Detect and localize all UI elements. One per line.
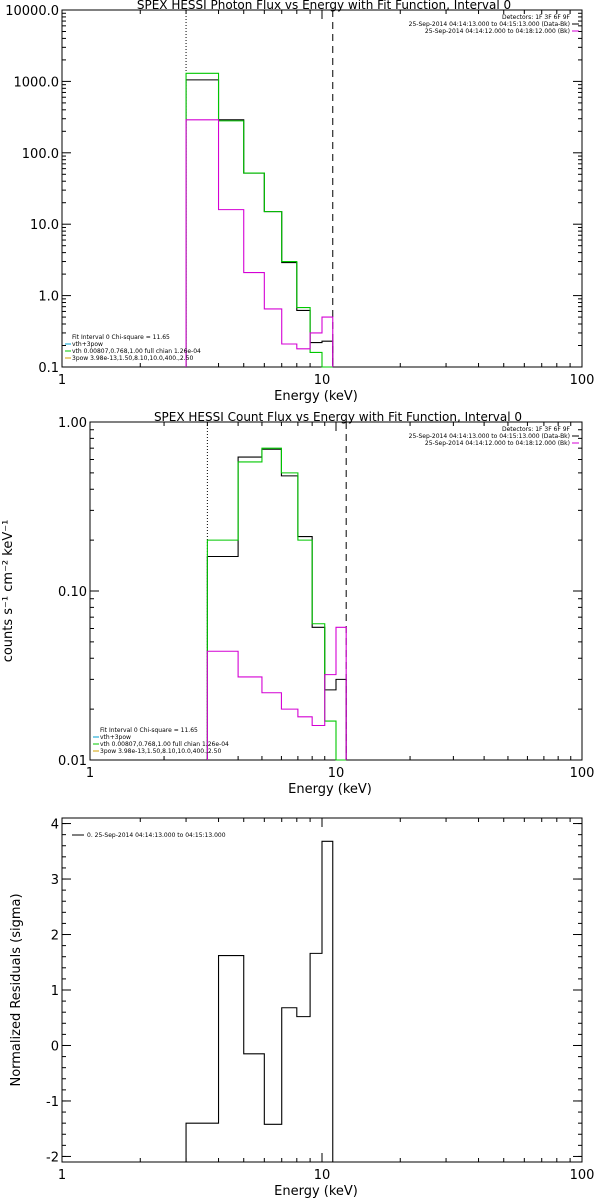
series-line-1 bbox=[185, 72, 333, 368]
y-tick-label: 1.0 bbox=[38, 290, 59, 305]
residual-legend-entry: 0. 25-Sep-2014 04:14:13.000 to 04:15:13.… bbox=[87, 832, 226, 839]
y-tick-label: 0 bbox=[51, 1039, 59, 1054]
y-tick-label: -1 bbox=[46, 1095, 59, 1110]
series-line-0 bbox=[185, 79, 334, 367]
x-tick-label: 10 bbox=[314, 1168, 331, 1183]
y-tick-label: 3 bbox=[51, 873, 59, 888]
y-tick-label: 0.10 bbox=[58, 585, 87, 600]
fit-legend-entry: vth+3pow bbox=[72, 341, 103, 348]
series-line-2 bbox=[185, 119, 334, 367]
x-tick-label: 100 bbox=[570, 373, 595, 388]
y-tick-label: 100.0 bbox=[22, 147, 59, 162]
series-line-0 bbox=[206, 448, 347, 760]
series-line-1 bbox=[206, 447, 347, 761]
fit-legend-entry: Fit Interval 0 Chi-square = 11.65 bbox=[100, 727, 198, 734]
y-tick-label: 10.0 bbox=[30, 218, 59, 233]
legend-entry: 25-Sep-2014 04:14:13.000 to 04:15:13.000… bbox=[409, 21, 570, 28]
chart-resid: 1 10 100 -2 -1 0 1 2 3 4 Energy (keV) Normalized Re… bbox=[9, 817, 595, 1199]
x-tick-label: 100 bbox=[570, 766, 595, 781]
y-tick-label: 1000.0 bbox=[14, 75, 60, 90]
x-axis-label: Energy (keV) bbox=[274, 389, 358, 404]
y-axis-label: Normalized Residuals (sigma) bbox=[9, 893, 24, 1086]
chart-title: SPEX HESSI Count Flux vs Energy with Fit… bbox=[154, 410, 522, 424]
y-tick-label: 1.00 bbox=[58, 416, 87, 431]
fit-legend-entry: vth 0.00807,0.768,1.00 full chian 1.26e-… bbox=[72, 348, 201, 355]
fit-legend-entry: vth+3pow bbox=[100, 734, 131, 741]
chart-count: SPEX HESSI Count Flux vs Energy with Fit… bbox=[1, 410, 594, 797]
chart-title: SPEX HESSI Photon Flux vs Energy with Fi… bbox=[137, 0, 511, 12]
y-tick-label: 0.1 bbox=[38, 361, 59, 376]
x-tick-label: 10 bbox=[328, 766, 345, 781]
y-tick-label: 2 bbox=[51, 929, 59, 944]
y-tick-label: 0.01 bbox=[58, 754, 87, 769]
plot-frame bbox=[61, 9, 583, 368]
chart-photon: SPEX HESSI Photon Flux vs Energy with Fi… bbox=[5, 0, 594, 404]
legend-entry: 25-Sep-2014 04:14:12.000 to 04:18:12.000… bbox=[425, 28, 570, 35]
y-tick-label: 1 bbox=[51, 984, 59, 999]
legend-entry: 25-Sep-2014 04:14:12.000 to 04:18:12.000… bbox=[425, 440, 570, 447]
x-tick-label: 1 bbox=[86, 766, 94, 781]
y-axis-label: counts s⁻¹ cm⁻² keV⁻¹ bbox=[1, 520, 16, 663]
legend-entry: Detectors: 1F 3F 6F 9F bbox=[502, 14, 571, 21]
fit-legend-entry: vth 0.00807,0.768,1.00 full chian 1.26e-… bbox=[100, 741, 229, 748]
series-line-0 bbox=[185, 840, 334, 1162]
x-tick-label: 10 bbox=[314, 373, 331, 388]
x-axis-label: Energy (keV) bbox=[288, 782, 372, 797]
y-tick-label: 10000.0 bbox=[5, 4, 59, 19]
legend-entry: 25-Sep-2014 04:14:13.000 to 04:15:13.000… bbox=[409, 433, 570, 440]
fit-legend-entry: 3pow 3.98e-13,1.50,8.10,10.0,400.,2.50 bbox=[72, 355, 193, 362]
x-tick-label: 1 bbox=[58, 1168, 66, 1183]
y-tick-label: 4 bbox=[51, 818, 59, 833]
x-axis-label: Energy (keV) bbox=[274, 1184, 358, 1199]
x-tick-label: 1 bbox=[58, 373, 66, 388]
fit-legend-entry: Fit Interval 0 Chi-square = 11.65 bbox=[72, 334, 170, 341]
legend-entry: Detectors: 1F 3F 6F 9F bbox=[502, 426, 571, 433]
fit-legend-entry: 3pow 3.98e-13,1.50,8.10,10.0,400.,2.50 bbox=[100, 748, 221, 755]
series-line-2 bbox=[206, 626, 347, 760]
plot-frame bbox=[89, 421, 583, 761]
y-tick-label: -2 bbox=[46, 1150, 59, 1165]
x-tick-label: 100 bbox=[570, 1168, 595, 1183]
